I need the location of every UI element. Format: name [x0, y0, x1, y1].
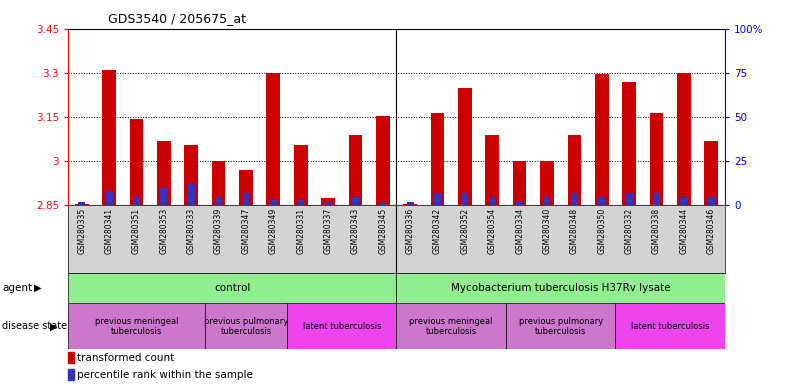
Bar	[130, 119, 143, 205]
Bar	[650, 113, 663, 205]
Bar	[215, 197, 222, 205]
Text: GSM280348: GSM280348	[570, 207, 579, 253]
Bar	[160, 188, 167, 205]
Text: control: control	[214, 283, 251, 293]
Text: previous meningeal
tuberculosis: previous meningeal tuberculosis	[409, 317, 493, 336]
Text: GSM280337: GSM280337	[324, 207, 332, 254]
Text: GSM280341: GSM280341	[105, 207, 114, 253]
Text: GSM280346: GSM280346	[706, 207, 716, 254]
Text: GSM280340: GSM280340	[542, 207, 552, 254]
Bar	[184, 145, 198, 205]
Bar	[396, 273, 725, 303]
Text: GSM280334: GSM280334	[515, 207, 524, 254]
Text: previous pulmonary
tuberculosis: previous pulmonary tuberculosis	[518, 317, 603, 336]
Bar	[461, 193, 469, 205]
Bar	[68, 369, 74, 380]
Text: GSM280345: GSM280345	[378, 207, 388, 254]
Bar	[68, 273, 396, 303]
Text: GSM280349: GSM280349	[269, 207, 278, 254]
Bar	[157, 141, 171, 205]
Bar	[297, 200, 304, 205]
Bar	[704, 141, 718, 205]
Bar	[458, 88, 472, 205]
Text: GSM280343: GSM280343	[351, 207, 360, 254]
Bar	[595, 74, 609, 205]
Bar	[103, 70, 116, 205]
Bar	[267, 73, 280, 205]
Bar	[516, 202, 523, 205]
Bar	[677, 73, 690, 205]
Bar	[485, 135, 499, 205]
Bar	[321, 198, 335, 205]
Bar	[568, 135, 582, 205]
Bar	[571, 193, 578, 205]
Bar	[270, 200, 277, 205]
Bar	[540, 161, 553, 205]
Bar	[133, 197, 140, 205]
Text: percentile rank within the sample: percentile rank within the sample	[77, 370, 253, 381]
Bar	[598, 197, 606, 205]
Bar	[407, 202, 413, 205]
Bar	[396, 303, 506, 349]
Bar	[680, 197, 687, 205]
Text: GSM280336: GSM280336	[405, 207, 415, 254]
Bar	[513, 161, 526, 205]
Text: previous pulmonary
tuberculosis: previous pulmonary tuberculosis	[203, 317, 288, 336]
Text: GSM280351: GSM280351	[132, 207, 141, 253]
Bar	[626, 193, 633, 205]
Bar	[324, 202, 332, 205]
Text: GSM280332: GSM280332	[625, 207, 634, 253]
Text: ▶: ▶	[34, 283, 41, 293]
Bar	[376, 116, 389, 205]
Bar	[243, 193, 249, 205]
Bar	[352, 197, 359, 205]
Bar	[544, 197, 550, 205]
Text: latent tuberculosis: latent tuberculosis	[631, 322, 710, 331]
Bar	[653, 193, 660, 205]
Text: GSM280347: GSM280347	[241, 207, 251, 254]
Bar	[211, 161, 225, 205]
Text: GSM280353: GSM280353	[159, 207, 168, 254]
Bar	[75, 204, 89, 205]
Text: GSM280339: GSM280339	[214, 207, 223, 254]
Bar	[431, 113, 445, 205]
Bar	[708, 197, 714, 205]
Bar	[622, 82, 636, 205]
Bar	[205, 303, 287, 349]
Text: previous meningeal
tuberculosis: previous meningeal tuberculosis	[95, 317, 179, 336]
Bar	[615, 303, 725, 349]
Text: GSM280331: GSM280331	[296, 207, 305, 253]
Bar	[294, 145, 308, 205]
Text: GSM280338: GSM280338	[652, 207, 661, 253]
Text: GSM280354: GSM280354	[488, 207, 497, 254]
Text: ▶: ▶	[50, 321, 58, 331]
Text: GSM280344: GSM280344	[679, 207, 688, 254]
Text: GSM280335: GSM280335	[77, 207, 87, 254]
Text: Mycobacterium tuberculosis H37Rv lysate: Mycobacterium tuberculosis H37Rv lysate	[451, 283, 670, 293]
Text: transformed count: transformed count	[77, 353, 175, 363]
Bar	[68, 303, 205, 349]
Bar	[348, 135, 362, 205]
Text: disease state: disease state	[2, 321, 67, 331]
Bar	[106, 191, 113, 205]
Bar	[489, 197, 496, 205]
Bar	[68, 352, 74, 362]
Text: GSM280352: GSM280352	[461, 207, 469, 253]
Bar	[404, 204, 417, 205]
Bar	[239, 170, 253, 205]
Bar	[434, 193, 441, 205]
Text: agent: agent	[2, 283, 33, 293]
Bar	[187, 184, 195, 205]
Text: latent tuberculosis: latent tuberculosis	[303, 322, 381, 331]
Bar	[380, 202, 386, 205]
Text: GSM280350: GSM280350	[598, 207, 606, 254]
Text: GDS3540 / 205675_at: GDS3540 / 205675_at	[108, 12, 246, 25]
Bar	[78, 202, 85, 205]
Bar	[506, 303, 615, 349]
Text: GSM280333: GSM280333	[187, 207, 195, 254]
Text: GSM280342: GSM280342	[433, 207, 442, 253]
Bar	[287, 303, 396, 349]
